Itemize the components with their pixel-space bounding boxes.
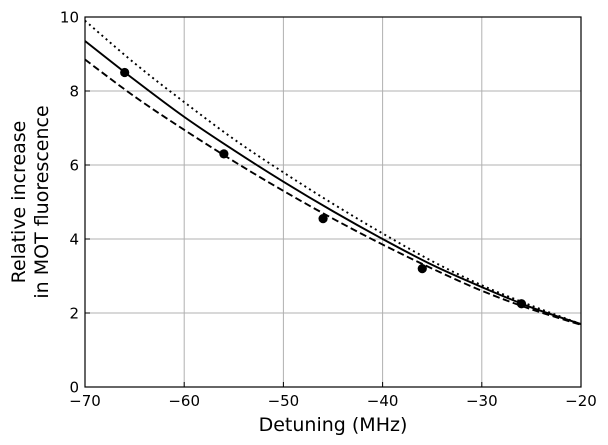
y-axis-label-line-1: Relative increase	[8, 121, 30, 284]
plot-frame	[84, 16, 582, 388]
x-tick-label: −20	[565, 392, 597, 410]
series-line-solid	[84, 40, 582, 326]
y-tick-label: 8	[69, 83, 79, 101]
x-tick-label: −70	[69, 392, 101, 410]
y-tick-label: 4	[69, 231, 79, 249]
data-point	[219, 149, 229, 159]
series-line-dotted	[84, 19, 582, 325]
x-tick-label: −40	[367, 392, 399, 410]
x-axis-label: Detuning (MHz)	[259, 414, 408, 436]
data-point	[516, 299, 527, 309]
y-tick-label: 10	[60, 9, 79, 27]
x-tick-label: −50	[268, 392, 300, 410]
series-layer	[84, 19, 582, 326]
y-tick-label: 6	[69, 157, 79, 175]
data-point	[318, 214, 328, 224]
ticks: −70 −60 −50 −40 −30 −20 0 2 4 6 8 10	[60, 9, 597, 411]
x-tick-label: −60	[168, 392, 200, 410]
y-tick-label: 2	[69, 305, 79, 323]
x-tick-label: −30	[466, 392, 498, 410]
grid	[85, 17, 581, 387]
data-point	[417, 264, 427, 274]
series-line-dashed	[84, 58, 582, 326]
y-axis-label-line-2: in MOT fluorescence	[31, 105, 53, 298]
y-tick-label: 0	[69, 379, 79, 397]
data-point	[120, 67, 130, 78]
